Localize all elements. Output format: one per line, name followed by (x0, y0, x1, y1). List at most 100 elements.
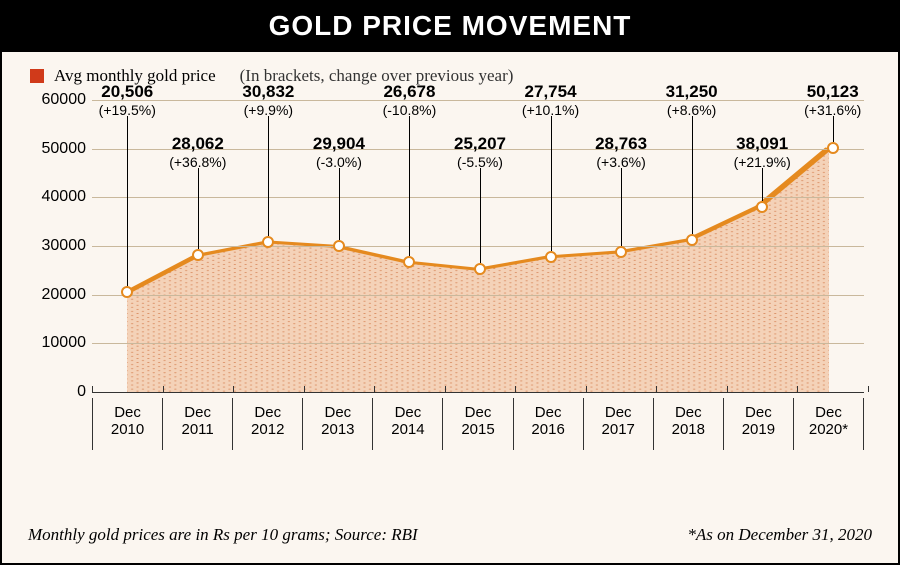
callout-value: 28,763 (581, 134, 661, 154)
callout-value: 26,678 (369, 82, 449, 102)
x-tick-year: 2013 (321, 421, 354, 438)
chart-title: GOLD PRICE MOVEMENT (2, 2, 898, 52)
gridline (92, 197, 864, 198)
data-callout: 30,832(+9.9%) (228, 82, 308, 118)
x-tick (586, 386, 587, 392)
x-tick-month: Dec (535, 404, 562, 421)
x-tick (797, 386, 798, 392)
data-callout: 28,763(+3.6%) (581, 134, 661, 170)
callout-leader (198, 168, 199, 249)
x-tick-year: 2016 (531, 421, 564, 438)
y-tick-label: 30000 (28, 237, 86, 255)
x-tick-label: Dec2016 (513, 398, 583, 450)
callout-value: 31,250 (652, 82, 732, 102)
callout-value: 29,904 (299, 134, 379, 154)
x-tick-label: Dec2011 (162, 398, 232, 450)
x-tick-year: 2018 (672, 421, 705, 438)
x-tick (92, 386, 93, 392)
x-tick (163, 386, 164, 392)
x-tick-year: 2019 (742, 421, 775, 438)
x-tick-month: Dec (605, 404, 632, 421)
x-tick-month: Dec (324, 404, 351, 421)
data-callout: 38,091(+21.9%) (722, 134, 802, 170)
data-callout: 27,754(+10.1%) (511, 82, 591, 118)
callout-leader (409, 116, 410, 256)
callout-value: 38,091 (722, 134, 802, 154)
x-tick-year: 2017 (602, 421, 635, 438)
y-tick-label: 40000 (28, 188, 86, 206)
callout-value: 25,207 (440, 134, 520, 154)
x-tick (374, 386, 375, 392)
y-tick-label: 60000 (28, 91, 86, 109)
data-callout: 26,678(-10.8%) (369, 82, 449, 118)
x-tick-year: 2011 (182, 421, 214, 438)
callout-leader (551, 116, 552, 251)
x-tick-label: Dec2014 (372, 398, 442, 450)
x-tick-year: 2015 (461, 421, 494, 438)
gridline (92, 343, 864, 344)
data-callout: 20,506(+19.5%) (87, 82, 167, 118)
gridline (92, 100, 864, 101)
x-tick (868, 386, 869, 392)
chart-area: Dec2010Dec2011Dec2012Dec2013Dec2014Dec20… (28, 100, 872, 450)
callout-leader (692, 116, 693, 234)
callout-leader (621, 168, 622, 246)
x-tick-label: Dec2010 (92, 398, 162, 450)
callout-value: 27,754 (511, 82, 591, 102)
chart-footer: Monthly gold prices are in Rs per 10 gra… (28, 525, 872, 545)
x-tick-label: Dec2019 (723, 398, 793, 450)
data-marker (545, 251, 557, 263)
data-callout: 31,250(+8.6%) (652, 82, 732, 118)
callout-leader (127, 116, 128, 286)
x-tick-year: 2020* (809, 421, 848, 438)
callout-value: 28,062 (158, 134, 238, 154)
x-tick (727, 386, 728, 392)
data-marker (615, 246, 627, 258)
x-tick-label: Dec2020* (793, 398, 863, 450)
y-tick-label: 50000 (28, 140, 86, 158)
callout-leader (480, 168, 481, 263)
x-tick-year: 2012 (251, 421, 284, 438)
data-callout: 25,207(-5.5%) (440, 134, 520, 170)
data-callout: 28,062(+36.8%) (158, 134, 238, 170)
x-tick-label: Dec2018 (653, 398, 723, 450)
data-marker (756, 201, 768, 213)
x-tick-label: Dec2017 (583, 398, 653, 450)
x-tick-month: Dec (675, 404, 702, 421)
x-tick-label: Dec2015 (442, 398, 512, 450)
callout-leader (339, 168, 340, 240)
y-tick-label: 0 (28, 383, 86, 401)
x-tick-month: Dec (184, 404, 211, 421)
x-tick (445, 386, 446, 392)
data-callout: 29,904(-3.0%) (299, 134, 379, 170)
x-axis-labels: Dec2010Dec2011Dec2012Dec2013Dec2014Dec20… (92, 398, 864, 450)
callout-leader (762, 168, 763, 201)
gridline (92, 295, 864, 296)
x-tick-year: 2010 (111, 421, 144, 438)
data-marker (827, 142, 839, 154)
x-tick (656, 386, 657, 392)
x-tick-label: Dec2013 (302, 398, 372, 450)
callout-value: 20,506 (87, 82, 167, 102)
gridline (92, 246, 864, 247)
callout-leader (833, 116, 834, 142)
callout-leader (268, 116, 269, 236)
callout-value: 30,832 (228, 82, 308, 102)
x-tick-month: Dec (815, 404, 842, 421)
x-tick (233, 386, 234, 392)
footer-left: Monthly gold prices are in Rs per 10 gra… (28, 525, 418, 545)
y-tick-label: 20000 (28, 286, 86, 304)
x-tick-year: 2014 (391, 421, 424, 438)
x-tick (304, 386, 305, 392)
callout-value: 50,123 (793, 82, 873, 102)
x-tick-label: Dec2012 (232, 398, 302, 450)
x-tick-month: Dec (114, 404, 141, 421)
data-callout: 50,123(+31.6%) (793, 82, 873, 118)
data-marker (686, 234, 698, 246)
y-tick-label: 10000 (28, 334, 86, 352)
footer-right: *As on December 31, 2020 (687, 525, 872, 545)
x-tick-month: Dec (395, 404, 422, 421)
chart-frame: GOLD PRICE MOVEMENT Avg monthly gold pri… (0, 0, 900, 565)
gridline (92, 392, 864, 393)
x-tick (515, 386, 516, 392)
